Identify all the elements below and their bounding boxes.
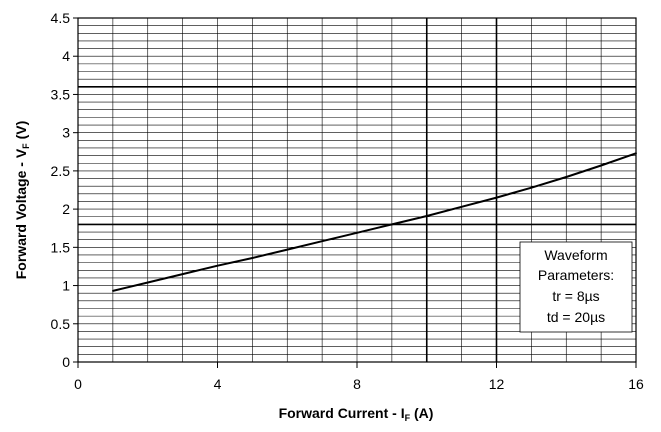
y-tick-label: 0.5 (51, 316, 71, 332)
data-point (425, 215, 428, 217)
y-tick-label: 2.5 (51, 163, 71, 179)
data-point (286, 248, 289, 251)
data-point (251, 257, 254, 259)
data-point (146, 281, 149, 284)
x-axis-title-subscript: F (405, 413, 411, 423)
y-tick-label: 3 (62, 125, 70, 141)
x-axis-title: Forward Current - IF (A) (279, 405, 434, 423)
axis-layer: 0 0.5 1 1.5 2 2.5 3 3.5 4 4.5 0 4 8 12 16 (51, 10, 644, 392)
data-point (460, 205, 463, 208)
data-point (111, 290, 114, 292)
y-tick-label: 3.5 (51, 86, 71, 102)
x-tick-label: 8 (353, 376, 361, 392)
y-axis-title: Forward Voltage - VF (V) (13, 121, 31, 280)
x-axis-title-text: Forward Current - I (279, 405, 405, 421)
annotation-box (519, 241, 633, 333)
x-axis-title-suffix: (A) (410, 405, 433, 421)
data-point (495, 196, 498, 199)
data-point (565, 176, 568, 178)
y-axis-title-subscript: F (21, 143, 31, 149)
data-point (390, 223, 393, 226)
x-tick-label: 16 (628, 376, 644, 392)
annotation-line-4: td = 20µs (547, 309, 605, 325)
data-point (600, 164, 603, 167)
y-axis-title-text: Forward Voltage - V (13, 148, 29, 279)
annotation-line-3: tr = 8µs (552, 288, 599, 304)
data-point (216, 264, 219, 267)
y-axis-title-suffix: (V) (13, 121, 29, 144)
annotation-line-1: Waveform (544, 247, 607, 263)
y-tick-label: 4.5 (51, 10, 71, 26)
y-tick-label: 2 (62, 201, 70, 217)
x-tick-label: 4 (214, 376, 222, 392)
waveform-parameters-annotation: Waveform Parameters: tr = 8µs td = 20µs (519, 241, 633, 333)
x-tick-label: 12 (489, 376, 505, 392)
data-line-layer (111, 152, 637, 292)
y-tick-label: 4 (62, 48, 70, 64)
y-tick-label: 1.5 (51, 239, 71, 255)
data-point (321, 240, 324, 243)
y-tick-label: 0 (62, 354, 70, 370)
data-point (356, 231, 358, 234)
data-point (530, 186, 533, 189)
y-tick-label: 1 (62, 278, 70, 294)
data-point (181, 273, 184, 275)
x-tick-label: 0 (74, 376, 82, 392)
annotation-line-2: Parameters: (538, 267, 614, 283)
series-line (112, 152, 637, 292)
